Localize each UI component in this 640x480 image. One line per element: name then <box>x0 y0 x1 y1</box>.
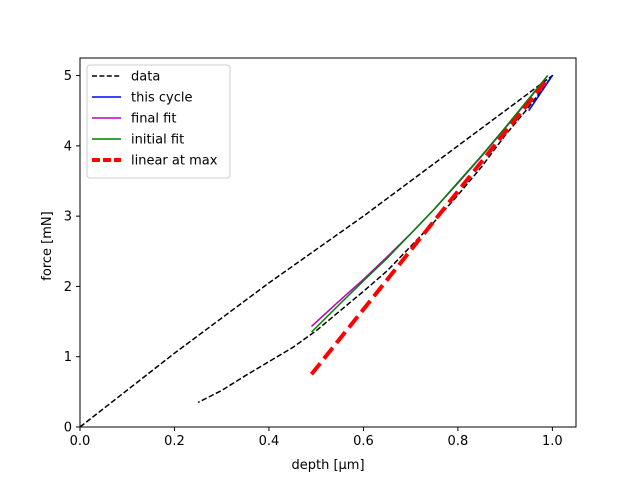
ticks: 0.0 0.2 0.4 0.6 0.8 1.0 0 1 2 3 4 5 <box>64 69 563 449</box>
legend-label: data <box>131 70 160 85</box>
legend-box <box>86 64 231 179</box>
y-tick-label: 1 <box>64 350 72 365</box>
x-tick-label: 0.2 <box>164 434 185 449</box>
series-line-initial-fit <box>310 75 549 333</box>
legend-label: linear at max <box>131 154 218 169</box>
x-tick-label: 0.4 <box>259 434 280 449</box>
y-tick-label: 2 <box>64 280 72 295</box>
legend-label: initial fit <box>131 133 184 148</box>
y-tick-label: 5 <box>64 69 72 84</box>
plot-frame <box>79 57 577 428</box>
y-tick-label: 3 <box>64 210 72 225</box>
y-tick-label: 0 <box>64 421 72 436</box>
y-tick-label: 4 <box>64 139 72 154</box>
x-axis-label: depth [µm] <box>291 458 364 473</box>
legend-label: this cycle <box>131 91 192 106</box>
legend: data this cycle final fit initial fit linear… <box>86 64 231 179</box>
series-line-this-cycle <box>528 75 554 112</box>
y-axis-label: force [mN] <box>40 211 55 280</box>
legend-label: final fit <box>131 112 176 127</box>
series-line-data <box>80 74 554 427</box>
x-tick-label: 0.6 <box>353 434 374 449</box>
x-tick-label: 1.0 <box>542 434 563 449</box>
series-lines <box>80 74 554 427</box>
series-line-linear-at-max <box>309 77 550 376</box>
axes <box>79 57 577 428</box>
x-tick-label: 0.0 <box>70 434 91 449</box>
x-tick-label: 0.8 <box>448 434 469 449</box>
